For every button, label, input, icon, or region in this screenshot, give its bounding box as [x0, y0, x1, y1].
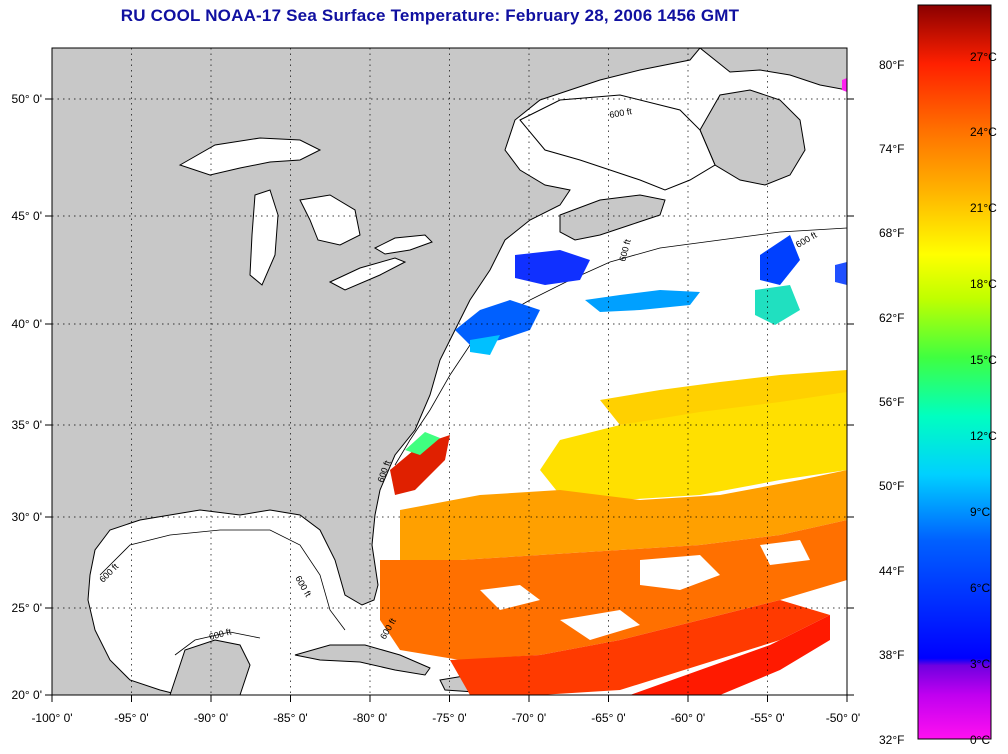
colorbar-label-c: 12°C: [970, 429, 997, 443]
lake-michigan: [249, 189, 279, 286]
land-yucatan: [169, 639, 251, 695]
isobath-line: [394, 227, 847, 466]
isobath-line: [174, 631, 261, 656]
lat-tick-label: 35° 0': [12, 418, 42, 432]
colorbar-label-f: 68°F: [879, 226, 904, 240]
land-nova-scotia: [559, 194, 666, 241]
colorbar-label-c: 18°C: [970, 277, 997, 291]
lon-tick-label: -55° 0': [750, 711, 784, 725]
colorbar-label-f: 50°F: [879, 479, 904, 493]
colorbar-label-c: 6°C: [970, 581, 990, 595]
lat-tick-label: 25° 0': [12, 601, 42, 615]
lon-tick-label: -70° 0': [512, 711, 546, 725]
lat-tick-label: 40° 0': [12, 317, 42, 331]
lat-tick-label: 50° 0': [12, 92, 42, 106]
colorbar-label-c: 3°C: [970, 657, 990, 671]
colorbar-label-f: 38°F: [879, 648, 904, 662]
lon-tick-label: -75° 0': [432, 711, 466, 725]
colorbar-label-c: 21°C: [970, 201, 997, 215]
lon-tick-label: -60° 0': [671, 711, 705, 725]
colorbar-label-f: 44°F: [879, 564, 904, 578]
lake-ontario: [373, 234, 433, 255]
isobath-label: 600 ft: [609, 106, 633, 120]
colorbar-f-labels: 80°F 74°F 68°F 62°F 56°F 50°F 44°F 38°F …: [879, 58, 904, 747]
lake-huron: [299, 194, 361, 246]
sst-data-layer: [380, 78, 847, 695]
lon-tick-label: -90° 0': [194, 711, 228, 725]
land-cuba: [294, 644, 431, 676]
lat-tick-label: 45° 0': [12, 209, 42, 223]
lake-superior: [178, 137, 322, 176]
colorbar-label-f: 74°F: [879, 142, 904, 156]
colorbar-label-f: 32°F: [879, 733, 904, 747]
lon-tick-label: -95° 0': [114, 711, 148, 725]
colorbar-label-f: 62°F: [879, 311, 904, 325]
lon-axis: -100° 0' -95° 0' -90° 0' -85° 0' -80° 0'…: [31, 711, 860, 725]
lon-tick-label: -85° 0': [273, 711, 307, 725]
colorbar-c-labels: 27°C 24°C 21°C 18°C 15°C 12°C 9°C 6°C 3°…: [970, 50, 997, 747]
graticule: [52, 48, 847, 695]
lat-axis: 20° 0' 25° 0' 30° 0' 35° 0' 40° 0' 45° 0…: [12, 92, 42, 702]
frame-ticks: [45, 98, 854, 702]
colorbar: [917, 4, 992, 740]
lon-tick-label: -80° 0': [353, 711, 387, 725]
lon-tick-label: -65° 0': [591, 711, 625, 725]
colorbar-label-c: 15°C: [970, 353, 997, 367]
lat-tick-label: 30° 0': [12, 510, 42, 524]
map-title: RU COOL NOAA-17 Sea Surface Temperature:…: [120, 6, 740, 25]
colorbar-label-f: 56°F: [879, 395, 904, 409]
colorbar-label-c: 27°C: [970, 50, 997, 64]
lon-tick-label: -100° 0': [31, 711, 72, 725]
land-newfoundland: [699, 89, 806, 186]
colorbar-label-c: 0°C: [970, 733, 990, 747]
land-labrador: [699, 48, 847, 91]
lat-tick-label: 20° 0': [12, 688, 42, 702]
colorbar-label-f: 80°F: [879, 58, 904, 72]
gulf-st-lawrence: [519, 94, 716, 191]
land-north-america: [52, 48, 701, 695]
lake-erie: [328, 257, 407, 291]
colorbar-label-c: 9°C: [970, 505, 990, 519]
lon-tick-label: -50° 0': [826, 711, 860, 725]
colorbar-label-c: 24°C: [970, 125, 997, 139]
isobath-line: [99, 529, 346, 631]
